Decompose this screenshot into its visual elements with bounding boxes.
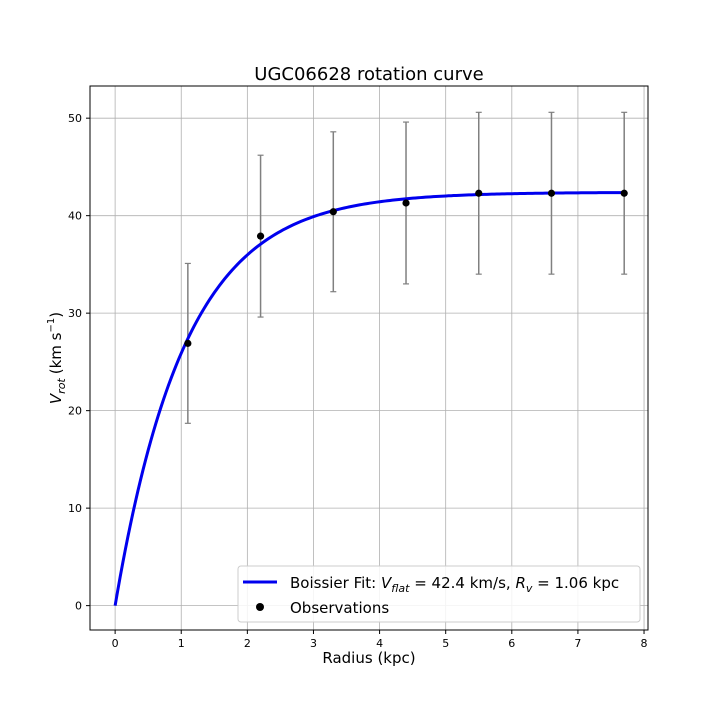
observation-point: [547, 189, 556, 197]
observation-point: [620, 189, 628, 197]
legend-observations-label: Observations: [290, 599, 389, 617]
chart-title: UGC06628 rotation curve: [254, 64, 483, 85]
observation-points: [184, 189, 628, 347]
legend-fit-label: Boissier Fit: Vflat = 42.4 km/s, Rv = 1.…: [290, 574, 619, 595]
x-tick-label: 1: [178, 637, 185, 650]
y-tick-label: 10: [68, 502, 82, 515]
x-tick-label: 0: [112, 637, 119, 650]
y-axis-label: Vrot(km s−1): [46, 312, 68, 404]
y-tick-label: 0: [75, 600, 82, 613]
x-axis-label: Radius (kpc): [322, 649, 415, 667]
plot-frame: [89, 85, 649, 631]
legend-box: [237, 565, 641, 623]
y-tick-label: 40: [68, 210, 82, 223]
x-tick-label: 8: [641, 637, 648, 650]
axis-ticks: 0 1 2 3 4 5 6 7 8 0 10 20 30 40 50: [68, 112, 648, 650]
observation-point: [256, 232, 265, 240]
y-tick-label: 30: [68, 307, 82, 320]
observation-point: [402, 199, 410, 207]
x-tick-label: 4: [376, 637, 383, 650]
legend: Boissier Fit: Vflat = 42.4 km/s, Rv = 1.…: [237, 565, 641, 623]
x-tick-label: 2: [244, 637, 251, 650]
fit-curve-layer: [113, 191, 625, 606]
observation-point: [329, 208, 337, 216]
x-tick-label: 6: [508, 637, 515, 650]
observation-point: [475, 189, 483, 197]
boissier-fit-line: [113, 191, 625, 606]
x-tick-label: 3: [310, 637, 317, 650]
legend-observations-marker: [256, 603, 264, 611]
x-tick-label: 5: [442, 637, 449, 650]
x-tick-label: 7: [574, 637, 581, 650]
y-tick-label: 20: [68, 405, 82, 418]
y-tick-label: 50: [68, 112, 82, 125]
observation-point: [184, 339, 192, 347]
